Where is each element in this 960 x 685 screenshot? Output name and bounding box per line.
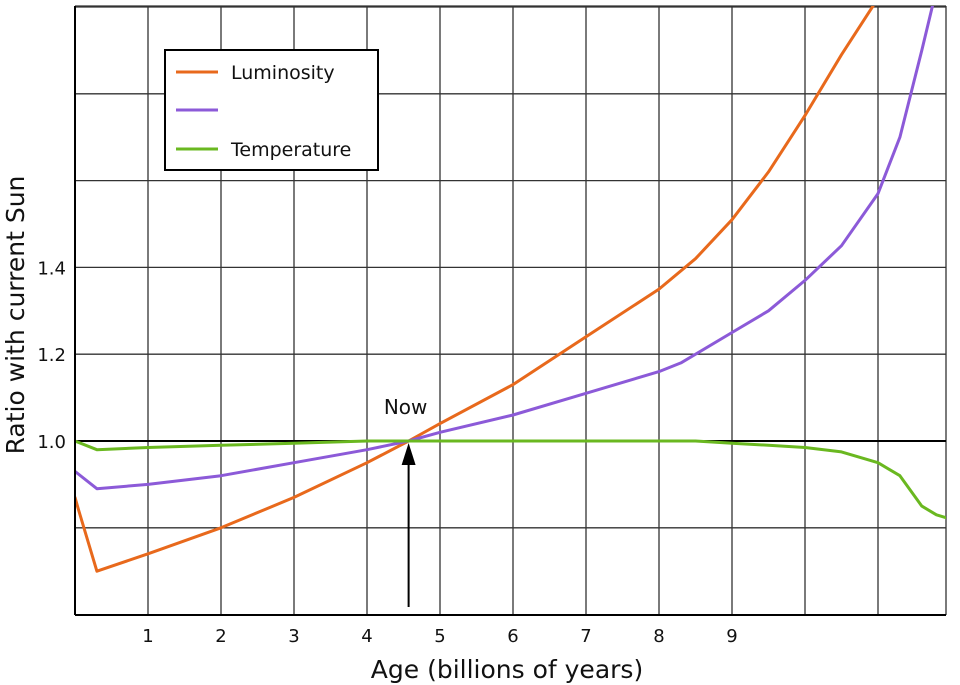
x-tick-label: 4 <box>361 626 372 647</box>
x-tick-label: 8 <box>653 626 664 647</box>
series-lines <box>75 6 946 573</box>
now-label: Now <box>384 395 428 419</box>
y-tick-labels: 1.0 1.2 1.4 <box>37 258 66 453</box>
x-tick-label: 1 <box>142 626 153 647</box>
x-tick-labels: 1 2 3 4 5 6 7 8 9 <box>142 626 737 647</box>
legend-label-temperature: Temperature <box>230 139 351 161</box>
x-tick-label: 9 <box>726 626 737 647</box>
y-tick-label: 1.0 <box>37 432 66 453</box>
series-line-series-2 <box>75 6 935 491</box>
now-arrow-head <box>401 443 416 465</box>
y-tick-label: 1.4 <box>37 258 66 279</box>
now-annotation: Now <box>384 395 428 607</box>
x-tick-label: 6 <box>507 626 518 647</box>
legend-label-luminosity: Luminosity <box>231 62 335 84</box>
x-tick-label: 2 <box>215 626 226 647</box>
x-tick-label: 3 <box>288 626 299 647</box>
x-axis-title: Age (billions of years) <box>371 655 643 684</box>
x-tick-label: 5 <box>434 626 445 647</box>
legend: Luminosity Temperature <box>164 49 379 171</box>
series-line-luminosity <box>75 6 875 573</box>
series-line-temperature <box>75 439 946 520</box>
y-axis-title: Ratio with current Sun <box>1 176 30 455</box>
x-tick-label: 7 <box>580 626 591 647</box>
y-tick-label: 1.2 <box>37 345 66 366</box>
